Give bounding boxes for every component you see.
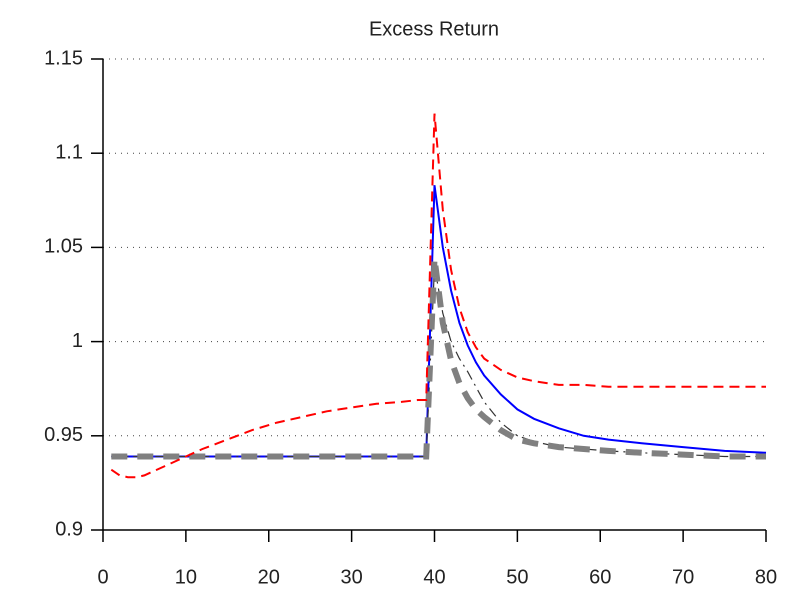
series-line — [111, 266, 766, 458]
x-tick-label: 30 — [341, 566, 363, 588]
y-tick-label: 0.95 — [44, 424, 83, 446]
series-line — [110, 113, 766, 479]
series-line — [111, 258, 766, 460]
y-tick-label: 1.05 — [44, 236, 83, 258]
series-line — [111, 185, 767, 458]
y-tick-label: 1.1 — [55, 141, 83, 163]
x-tick-label: 70 — [672, 566, 694, 588]
x-tick-label: 20 — [258, 566, 280, 588]
x-tick-label: 10 — [175, 566, 197, 588]
y-tick-label: 1.15 — [44, 47, 83, 69]
x-tick-label: 40 — [423, 566, 445, 588]
chart-title: Excess Return — [369, 18, 499, 40]
x-tick-label: 80 — [755, 566, 777, 588]
y-tick-label: 0.9 — [55, 518, 83, 540]
x-tick-label: 60 — [589, 566, 611, 588]
y-tick-label: 1 — [72, 330, 83, 352]
x-tick-label: 0 — [97, 566, 108, 588]
x-tick-label: 50 — [506, 566, 528, 588]
